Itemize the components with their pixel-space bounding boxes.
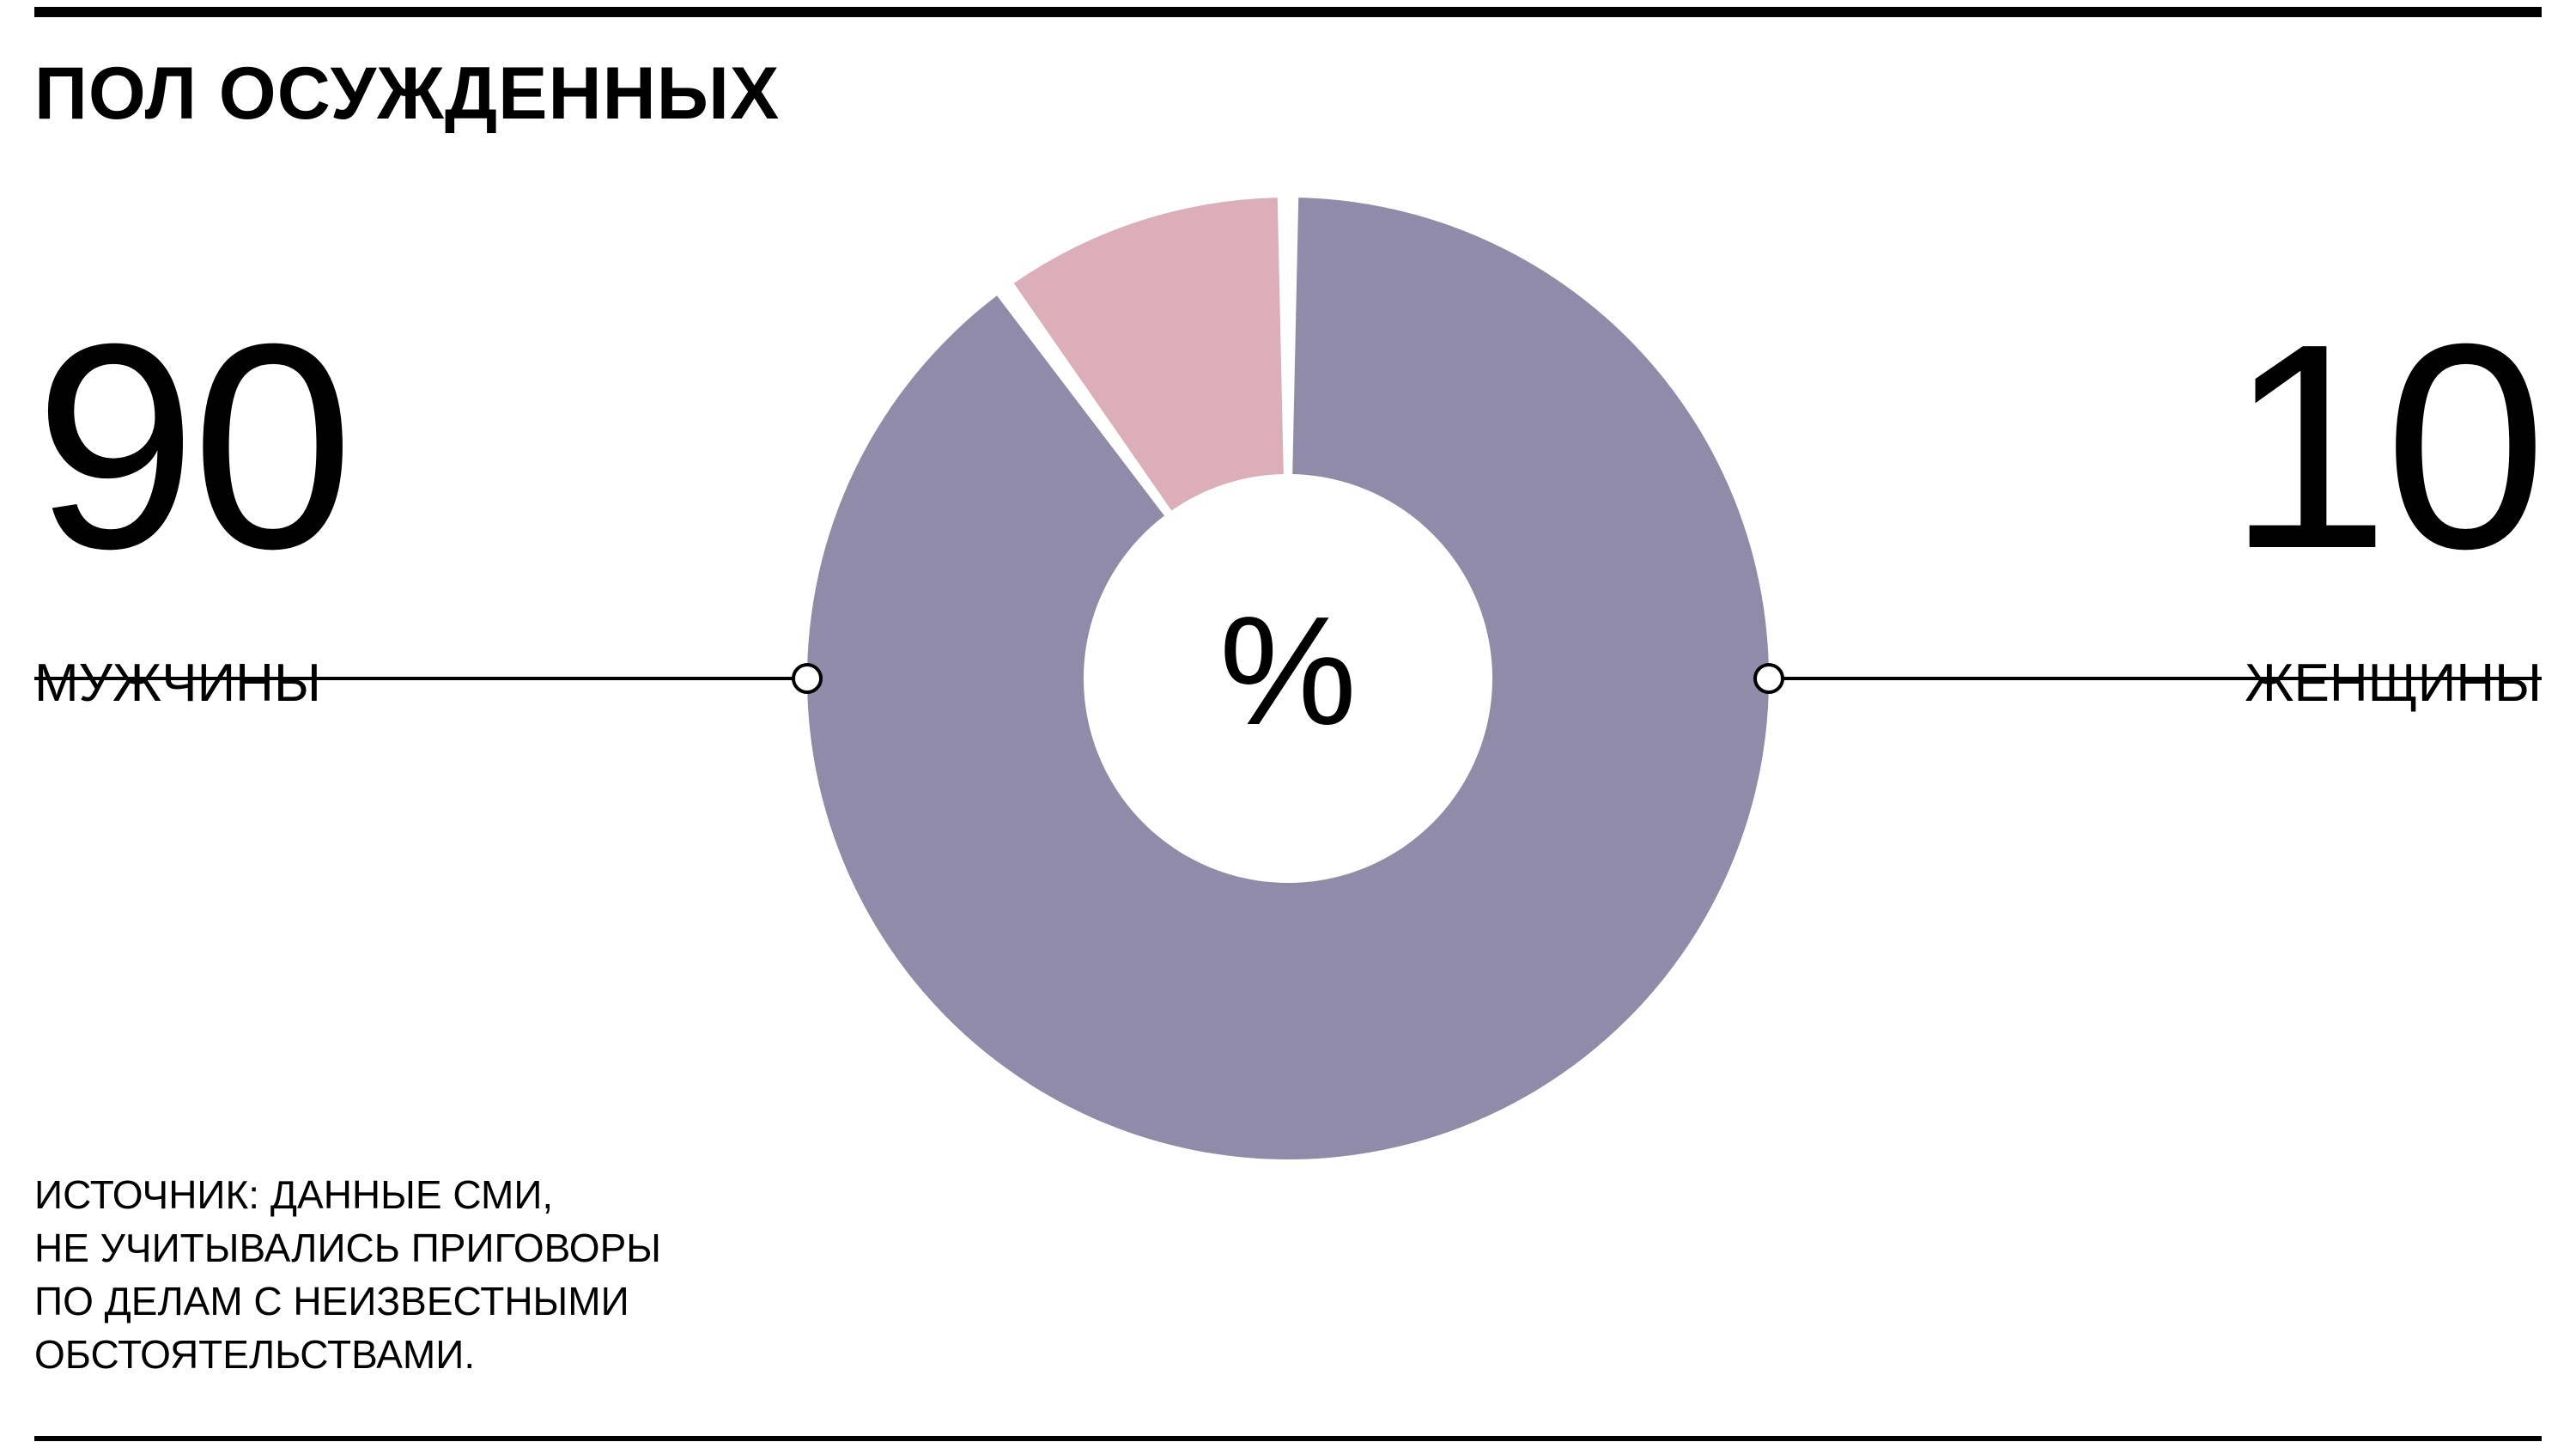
infographic-canvas: ПОЛ ОСУЖДЕННЫХ % 90 МУЖЧИНЫ 10 ЖЕНЩИНЫ И… xyxy=(0,0,2576,1448)
left-value: 90 xyxy=(34,301,349,593)
leader-marker-men xyxy=(793,665,821,692)
right-value: 10 xyxy=(2227,301,2542,593)
center-unit-label: % xyxy=(1159,582,1417,760)
source-note: ИСТОЧНИК: ДАННЫЕ СМИ, НЕ УЧИТЫВАЛИСЬ ПРИ… xyxy=(34,1168,661,1381)
right-category-label: ЖЕНЩИНЫ xyxy=(2245,653,2542,714)
bottom-rule xyxy=(34,1436,2542,1441)
left-category-label: МУЖЧИНЫ xyxy=(34,653,321,714)
chart-title: ПОЛ ОСУЖДЕННЫХ xyxy=(34,52,780,137)
top-rule xyxy=(34,7,2542,17)
leader-marker-women xyxy=(1755,665,1783,692)
